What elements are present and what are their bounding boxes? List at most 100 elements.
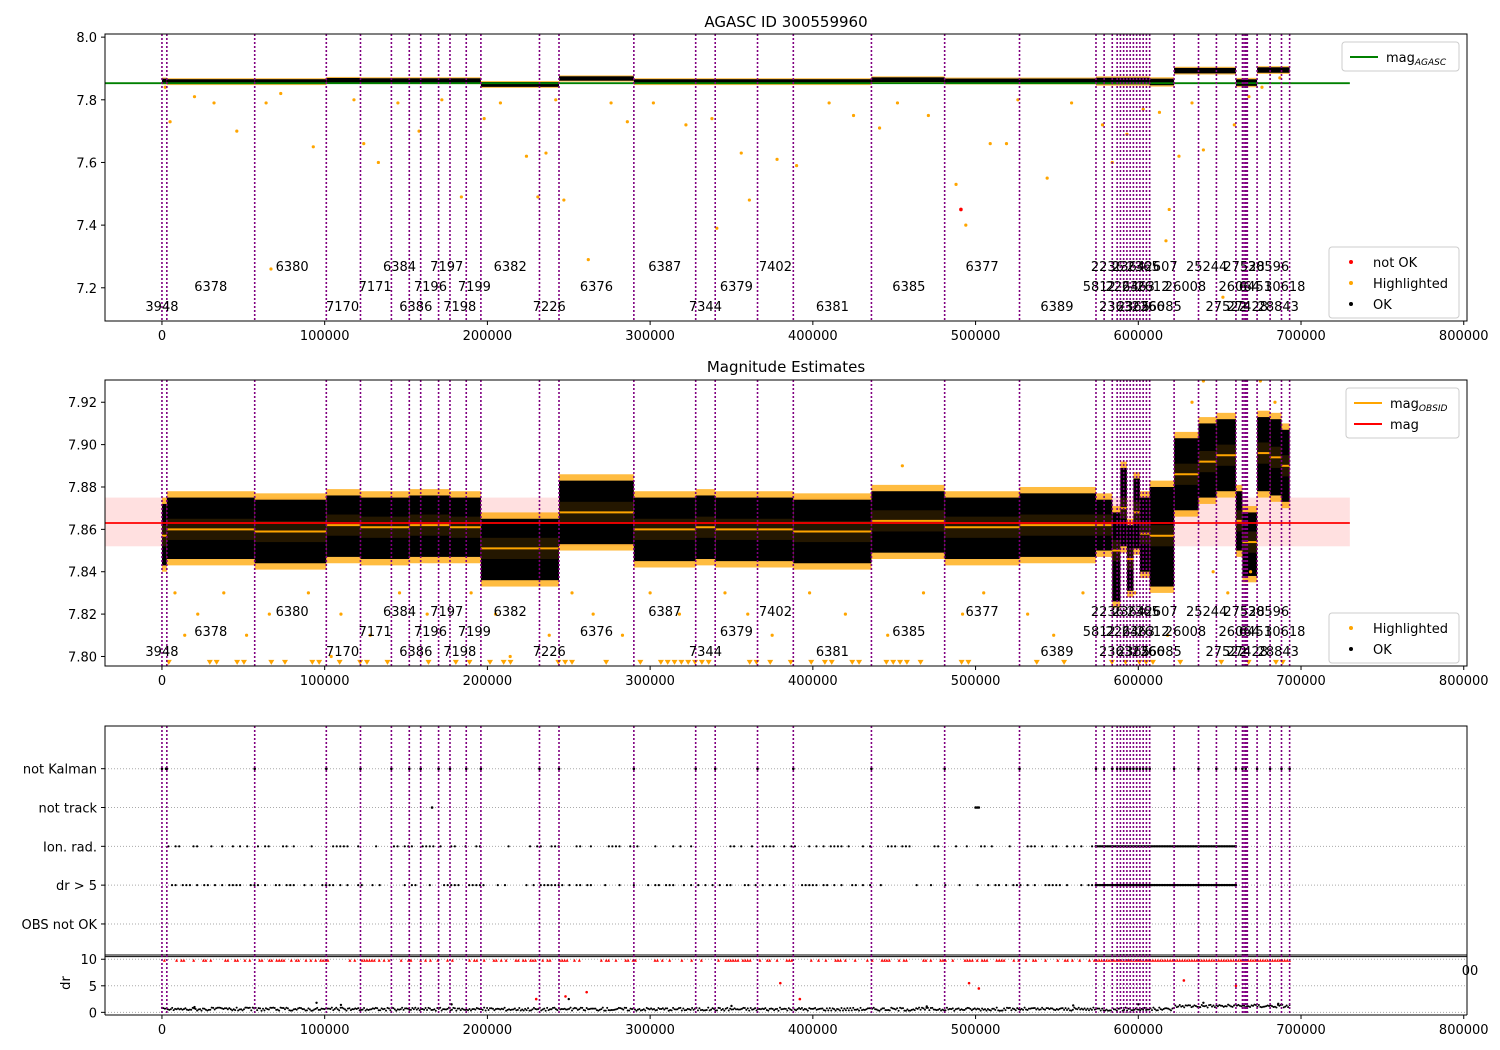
p2-floor-triangle: [890, 659, 897, 665]
p4-dr-point: [679, 1006, 682, 1009]
p4-dr-point: [351, 1008, 354, 1011]
p4-dr-point: [1235, 1004, 1238, 1007]
p4-dr-point: [1228, 1004, 1231, 1007]
p4-capped-marker: [399, 958, 403, 962]
p4-capped-marker: [326, 958, 330, 962]
p4-dr-point: [909, 1009, 912, 1012]
p3-flag-point: [550, 884, 553, 887]
p4-capped-marker: [175, 958, 179, 962]
p4-capped-marker: [314, 958, 318, 962]
p3-flag-point: [253, 767, 257, 770]
p4-dr-point: [784, 1007, 787, 1010]
p3-flag-point: [990, 845, 993, 848]
p4-capped-marker: [521, 958, 525, 962]
p4-dr-point: [172, 1009, 175, 1012]
p4-capped-marker: [499, 958, 503, 962]
p3-flag-point: [167, 845, 170, 848]
p3-flag-point: [965, 845, 968, 848]
p3-flag-point: [1055, 884, 1058, 887]
p3-flag-point: [1048, 884, 1051, 887]
p4-dr-point: [755, 1009, 758, 1012]
p4-dr-point: [1205, 1004, 1208, 1007]
p4-dr-point: [474, 1008, 477, 1011]
p2-ok-band: [1120, 467, 1127, 547]
p3-flag-point: [682, 884, 686, 887]
p1-y-tick-label: 7.6: [76, 156, 97, 171]
p2-highlighted-point: [267, 612, 271, 616]
p4-capped-marker: [297, 958, 301, 962]
p2-obsid-label: 2612: [1136, 625, 1169, 640]
p2-floor-triangle: [507, 659, 514, 665]
p3-flag-point: [879, 884, 882, 887]
p1-highlighted-point: [747, 198, 751, 202]
p3-flag-point: [1268, 767, 1272, 770]
p4-dr-point: [1063, 1008, 1066, 1011]
p4-capped-marker: [785, 958, 789, 962]
p4-dr-point: [330, 1006, 333, 1009]
p4-capped-marker: [1034, 958, 1038, 962]
p4-dr-point: [896, 1007, 899, 1010]
p4-dr-point: [764, 1007, 767, 1010]
p4-dr-point: [344, 1008, 347, 1011]
p1-highlighted-point: [554, 98, 558, 102]
p4-capped-marker: [1117, 958, 1121, 962]
p4-dr-point: [1130, 1009, 1133, 1012]
p4-dr-point: [984, 1008, 987, 1011]
p3-flag-point: [178, 845, 181, 848]
p1-highlighted-point: [1221, 295, 1225, 299]
p4-dr-point: [787, 1007, 790, 1010]
p4-dr-point: [543, 1007, 546, 1010]
p4-capped-marker: [1178, 958, 1182, 962]
p3-flag-point: [206, 884, 209, 887]
p4-dr-point: [1067, 1007, 1070, 1010]
p2-bottom-legend-swatch: [1349, 626, 1353, 630]
p4-dr-point: [1016, 1007, 1019, 1010]
p4-dr-point: [973, 1007, 976, 1010]
p4-capped-marker: [790, 958, 794, 962]
p4-capped-marker: [775, 958, 779, 962]
p4-capped-marker: [182, 958, 186, 962]
p4-capped-marker: [428, 958, 432, 962]
p4-dr-point: [666, 1007, 669, 1010]
p4-capped-marker: [243, 958, 247, 962]
p4-capped-marker: [631, 958, 635, 962]
p3-flag-point: [761, 845, 764, 848]
p2-ok-band: [161, 503, 167, 566]
p4-dr-point: [720, 1008, 723, 1011]
p2-highlighted-point: [1026, 612, 1030, 616]
p3-flag-point: [954, 845, 958, 848]
p1-obsid-label: 2363: [1099, 300, 1132, 315]
p4-dr-point: [1020, 1007, 1023, 1010]
p2-obsid-label: 2363: [1099, 645, 1132, 660]
p4-capped-marker: [1129, 958, 1133, 962]
p4-capped-marker: [1253, 958, 1257, 962]
p2-obsid-label: 7402: [759, 605, 792, 620]
p4-dr-point: [395, 1009, 398, 1012]
p4-dr-point: [450, 1008, 453, 1011]
p1-highlighted-point: [168, 120, 172, 124]
p4-capped-marker: [965, 958, 969, 962]
p4-dr-point: [423, 1008, 426, 1011]
p2-ok-band: [1149, 486, 1175, 587]
p4-dr-point: [1082, 1008, 1085, 1011]
p4-dr-point: [310, 1009, 313, 1012]
p4-capped-marker: [1222, 958, 1226, 962]
p4-dr-point: [716, 1009, 719, 1012]
p1-x-tick-label: 0: [158, 329, 166, 344]
p2-highlighted-point: [1052, 633, 1056, 637]
p3-flag-point: [697, 884, 700, 887]
p4-dr-point: [966, 1006, 969, 1009]
p3-flag-point: [160, 767, 164, 770]
panel-agasc-title: AGASC ID 300559960: [704, 13, 867, 31]
panel-flags: not Kalman not track Ion. rad. dr > 5 OBS no…: [22, 725, 1468, 956]
p4-dr-point: [1004, 1009, 1007, 1012]
p4-dr-point: [1187, 1004, 1190, 1007]
p2-y-tick-label: 7.84: [68, 566, 97, 581]
p4-capped-marker: [865, 958, 869, 962]
p4-dr-point: [528, 1009, 531, 1012]
p3-flag-point: [1115, 767, 1119, 770]
p4-dr-point: [196, 1009, 199, 1012]
p4-dr-point: [295, 1008, 298, 1011]
p1-bottom-legend-swatch: [1349, 260, 1353, 264]
p3-flag-point: [446, 884, 449, 887]
